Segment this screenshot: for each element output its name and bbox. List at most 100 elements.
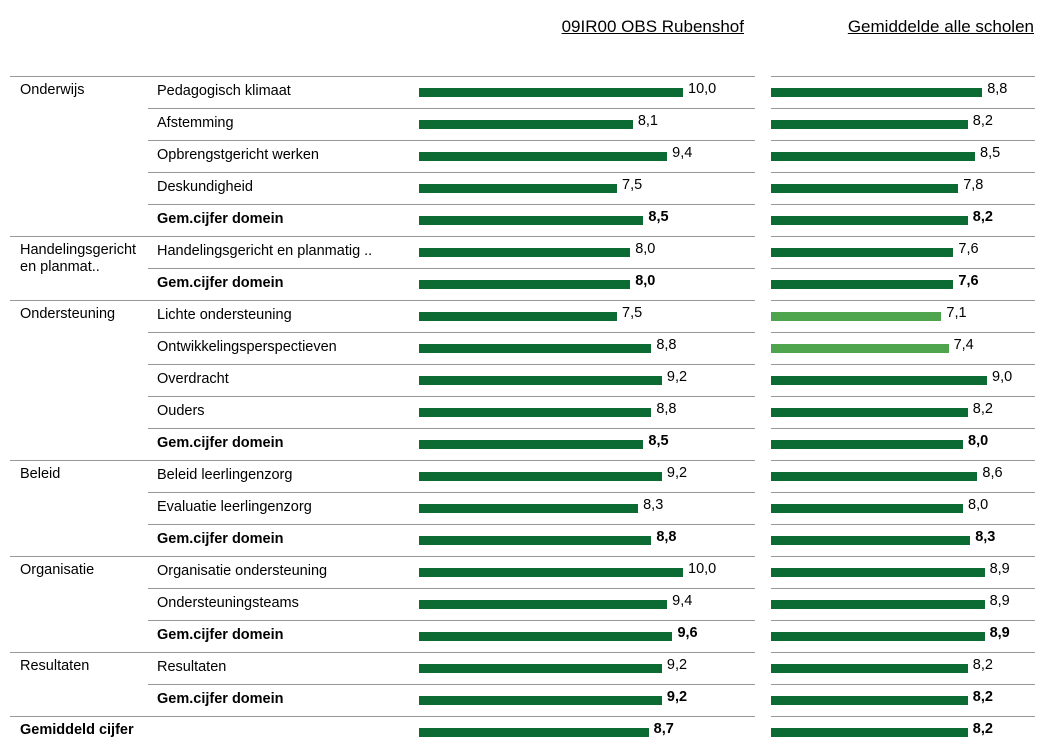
row-separator [10,460,755,461]
value-label: 8,8 [656,337,677,353]
row-separator [771,332,1035,333]
domain-label: Gemiddeld cijfer [20,722,134,738]
bar [419,632,673,641]
column-header: Gemiddelde alle scholen [847,17,1034,36]
row-separator [10,236,755,237]
bar [771,376,987,385]
bar [771,568,985,577]
item-label: Pedagogisch klimaat [157,83,291,99]
row-separator [771,684,1035,685]
value-label: 9,2 [666,689,688,705]
row-separator [771,588,1035,589]
bar [419,696,662,705]
item-label: Deskundigheid [157,179,253,195]
row-separator [10,300,755,301]
bar [771,440,963,449]
row-separator [148,428,755,429]
bar [419,152,668,161]
value-label: 8,8 [656,529,677,545]
bar [771,248,954,257]
value-label: 7,5 [622,177,643,193]
row-separator [148,684,755,685]
item-label: Gem.cijfer domein [157,435,284,451]
bar [419,280,631,289]
value-label: 8,2 [972,657,993,673]
value-label: 9,2 [666,465,688,481]
item-label: Gem.cijfer domein [157,211,284,227]
row-separator [771,76,1035,77]
domain-label: Ondersteuning [20,306,116,322]
value-label: 8,0 [635,241,656,257]
item-label: Gem.cijfer domein [157,627,284,643]
row-separator [771,268,1035,269]
value-label: 8,5 [980,145,1001,161]
bar [419,312,617,321]
bar [771,152,975,161]
value-label: 8,0 [968,497,989,513]
value-label: 7,5 [622,305,643,321]
row-separator [10,652,755,653]
value-label: 8,6 [982,465,1003,481]
bar [419,600,668,609]
item-label: Ontwikkelingsperspectieven [157,339,337,355]
value-label: 9,4 [672,145,693,161]
bar [419,248,631,257]
value-label: 8,0 [635,273,656,289]
value-label: 8,2 [972,721,993,737]
bar [771,696,968,705]
item-label: Overdracht [157,371,229,387]
row-separator [771,364,1035,365]
item-label: Gem.cijfer domein [157,691,284,707]
domain-label: Onderwijs [20,82,85,98]
value-label: 8,5 [648,209,669,225]
bar [771,120,968,129]
bar [771,88,983,97]
bar [419,120,633,129]
item-label: Beleid leerlingenzorg [157,467,293,483]
value-label: 10,0 [688,81,717,97]
bar [419,664,662,673]
value-label: 10,0 [688,561,717,577]
value-label: 8,8 [987,81,1008,97]
row-separator [771,652,1035,653]
bar [771,344,949,353]
bar [419,88,683,97]
bar [771,216,968,225]
bar [771,632,985,641]
item-label: Gem.cijfer domein [157,275,284,291]
value-label: 8,2 [972,401,993,417]
item-label: Ouders [157,403,205,419]
row-separator [771,556,1035,557]
bar [771,504,963,513]
row-separator [771,236,1035,237]
value-label: 9,2 [666,657,688,673]
row-separator [148,140,755,141]
value-label: 8,3 [643,497,664,513]
bar [419,536,652,545]
row-separator [10,76,755,77]
item-label: Organisatie ondersteuning [157,563,328,579]
row-separator [148,268,755,269]
item-label: Lichte ondersteuning [157,307,292,323]
bar [771,184,959,193]
row-separator [771,492,1035,493]
row-separator [10,556,755,557]
bar [771,728,968,737]
bar [419,504,639,513]
item-label: Handelingsgericht en planmatig .. [157,243,373,259]
row-separator [771,140,1035,141]
value-label: 9,2 [666,369,688,385]
domain-label: Beleid [20,466,61,482]
value-label: 8,3 [975,529,996,545]
row-separator [771,620,1035,621]
row-separator [148,620,755,621]
value-label: 8,1 [637,113,658,129]
value-label: 8,2 [972,209,993,225]
row-separator [771,172,1035,173]
row-separator [771,460,1035,461]
bar [419,568,683,577]
value-label: 7,6 [958,273,979,289]
row-separator [148,492,755,493]
row-separator [771,524,1035,525]
